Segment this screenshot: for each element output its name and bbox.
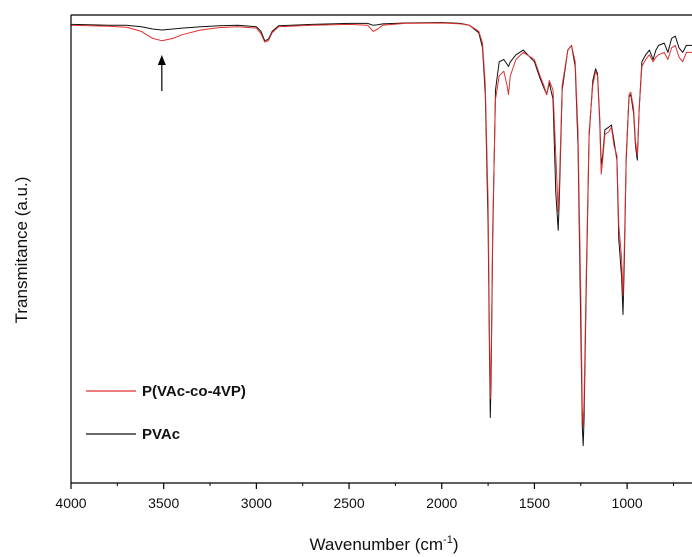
x-tick-label-4000: 4000 <box>55 495 86 511</box>
x-tick-label-1000: 1000 <box>612 495 643 511</box>
x-tick-label-2500: 2500 <box>333 495 364 511</box>
x-axis-title: Wavenumber (cm-1) <box>310 534 459 554</box>
y-axis-title: Transmitance (a.u.) <box>12 177 31 324</box>
x-tick-label-1500: 1500 <box>519 495 550 511</box>
legend-label-p-vac-co-4vp: P(VAc-co-4VP) <box>142 383 246 400</box>
x-tick-label-2000: 2000 <box>426 495 457 511</box>
arrow-head-icon <box>157 55 166 65</box>
annotation-layer <box>157 55 166 91</box>
series-layer <box>71 22 692 447</box>
x-axis-title-suffix: ) <box>453 535 459 554</box>
legend-label-pvac: PVAc <box>142 426 180 443</box>
legend: P(VAc-co-4VP) PVAc <box>86 383 246 443</box>
x-tick-label-3000: 3000 <box>241 495 272 511</box>
series-line-p-vac-co-4vp <box>71 22 692 428</box>
x-tick-label-3500: 3500 <box>148 495 179 511</box>
x-axis-title-superscript: -1 <box>443 534 453 546</box>
x-axis-title-main: Wavenumber (cm <box>310 535 444 554</box>
x-axis-ticks: 4000 3500 3000 2500 2000 1500 1000 <box>55 483 674 511</box>
